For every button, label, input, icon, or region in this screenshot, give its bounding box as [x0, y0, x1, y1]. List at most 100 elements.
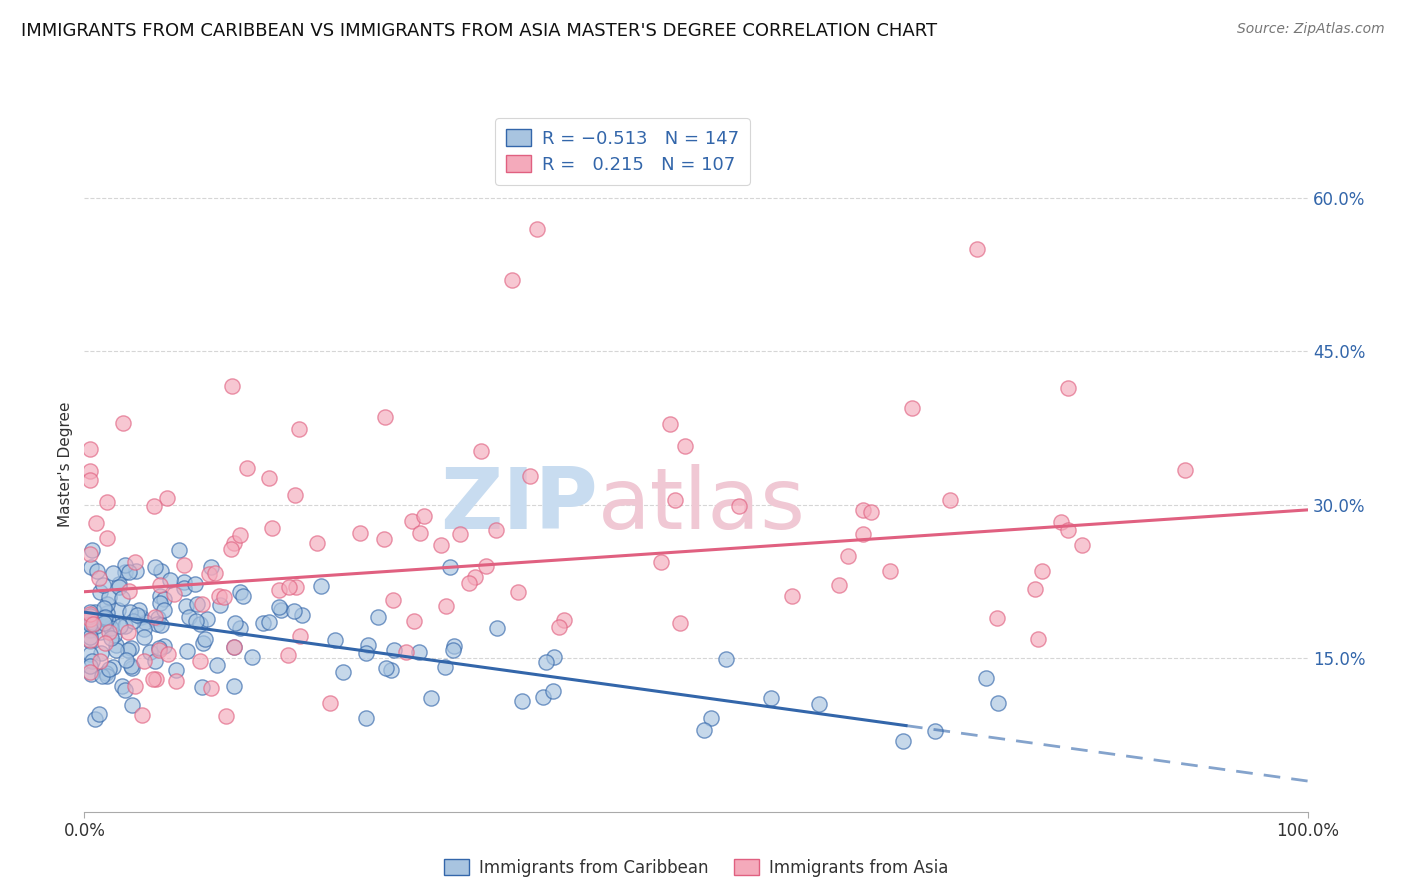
Point	[165, 664, 187, 678]
Y-axis label: Master's Degree: Master's Degree	[58, 401, 73, 526]
Point	[139, 645, 162, 659]
Point	[96, 606, 118, 620]
Point	[221, 378, 243, 392]
Point	[79, 442, 101, 456]
Point	[367, 610, 389, 624]
Point	[89, 707, 111, 722]
Point	[224, 615, 246, 630]
Point	[79, 633, 101, 648]
Point	[79, 612, 101, 626]
Point	[381, 593, 404, 607]
Point	[1026, 632, 1049, 646]
Point	[143, 559, 166, 574]
Point	[486, 621, 509, 635]
Point	[457, 576, 479, 591]
Point	[464, 570, 486, 584]
Point	[543, 650, 565, 665]
Point	[319, 696, 342, 710]
Point	[120, 605, 142, 619]
Text: atlas: atlas	[598, 464, 806, 547]
Point	[285, 580, 308, 594]
Point	[91, 578, 114, 592]
Point	[194, 632, 217, 646]
Point	[901, 401, 924, 416]
Point	[252, 616, 274, 631]
Point	[131, 707, 153, 722]
Point	[859, 506, 882, 520]
Point	[519, 468, 541, 483]
Point	[97, 614, 120, 628]
Point	[89, 585, 111, 599]
Point	[214, 709, 236, 723]
Point	[176, 644, 198, 658]
Point	[83, 615, 105, 630]
Point	[1056, 381, 1078, 395]
Point	[149, 589, 172, 603]
Point	[93, 610, 115, 624]
Point	[96, 494, 118, 508]
Point	[277, 648, 299, 662]
Point	[100, 621, 122, 635]
Point	[176, 599, 198, 613]
Point	[145, 609, 167, 624]
Point	[186, 597, 208, 611]
Point	[966, 242, 988, 256]
Point	[288, 422, 311, 436]
Point	[98, 662, 121, 676]
Point	[79, 624, 101, 638]
Point	[443, 640, 465, 654]
Point	[96, 669, 118, 683]
Point	[382, 643, 405, 657]
Point	[808, 697, 831, 711]
Point	[114, 618, 136, 632]
Point	[104, 643, 127, 657]
Point	[134, 654, 156, 668]
Point	[323, 632, 346, 647]
Point	[107, 581, 129, 595]
Point	[200, 559, 222, 574]
Point	[195, 612, 218, 626]
Point	[143, 654, 166, 668]
Point	[190, 597, 212, 611]
Point	[79, 616, 101, 631]
Point	[354, 711, 377, 725]
Point	[124, 679, 146, 693]
Point	[83, 605, 105, 619]
Point	[117, 642, 139, 657]
Point	[780, 590, 803, 604]
Point	[1031, 564, 1053, 578]
Point	[373, 532, 395, 546]
Point	[148, 640, 170, 655]
Point	[93, 636, 115, 650]
Point	[541, 683, 564, 698]
Point	[152, 591, 174, 606]
Point	[267, 583, 290, 598]
Point	[114, 682, 136, 697]
Point	[221, 541, 243, 556]
Point	[380, 663, 402, 677]
Point	[111, 591, 134, 605]
Point	[270, 603, 292, 617]
Point	[79, 630, 101, 644]
Point	[349, 526, 371, 541]
Point	[134, 615, 156, 629]
Point	[79, 615, 101, 629]
Point	[526, 221, 548, 235]
Point	[82, 617, 104, 632]
Point	[80, 543, 103, 558]
Point	[79, 609, 101, 624]
Point	[111, 679, 134, 693]
Point	[506, 585, 529, 599]
Point	[162, 587, 184, 601]
Text: IMMIGRANTS FROM CARIBBEAN VS IMMIGRANTS FROM ASIA MASTER'S DEGREE CORRELATION CH: IMMIGRANTS FROM CARIBBEAN VS IMMIGRANTS …	[21, 22, 938, 40]
Point	[375, 661, 398, 675]
Point	[1024, 582, 1046, 596]
Point	[212, 590, 235, 604]
Point	[93, 601, 115, 615]
Point	[186, 615, 208, 629]
Point	[120, 640, 142, 655]
Point	[222, 536, 245, 550]
Point	[240, 649, 263, 664]
Point	[96, 532, 118, 546]
Point	[224, 679, 246, 693]
